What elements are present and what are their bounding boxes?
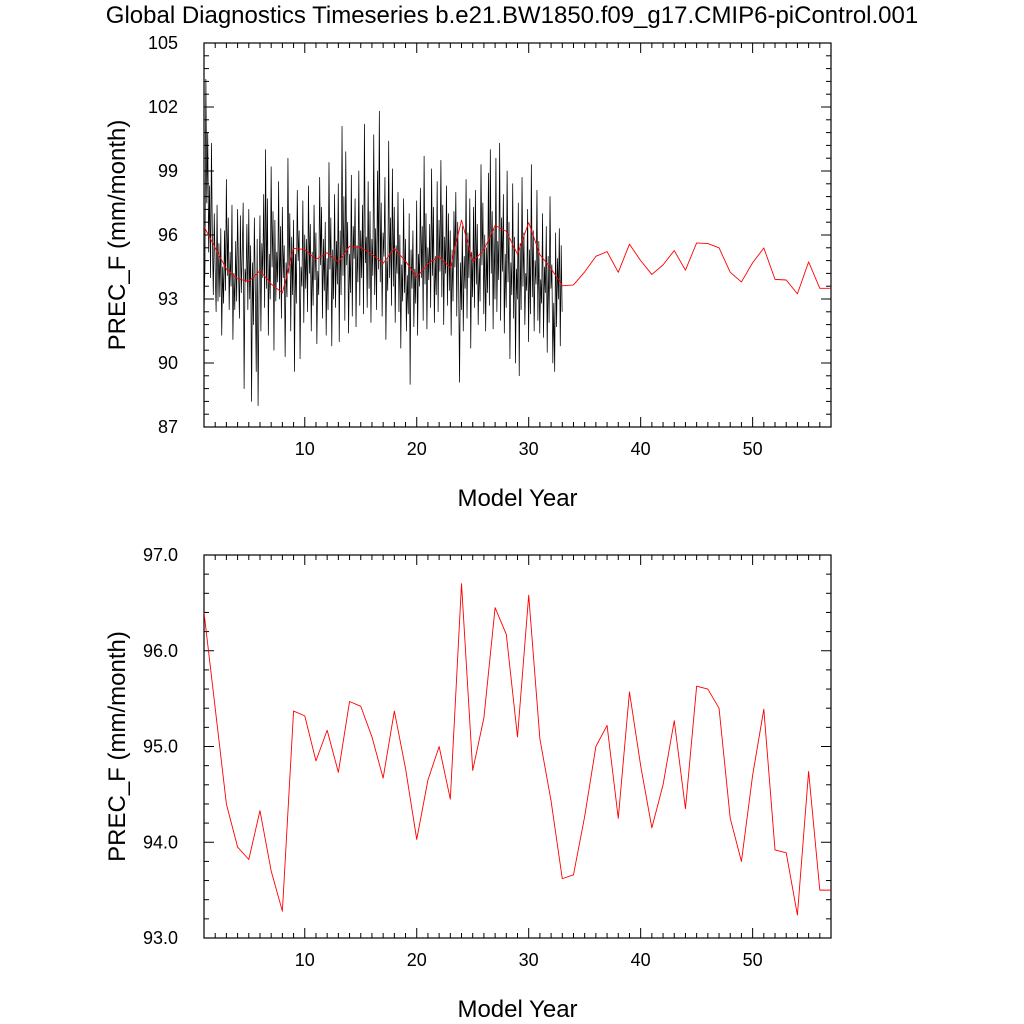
x-tick-label: 20	[407, 950, 427, 970]
y-tick-label: 93	[158, 289, 178, 309]
x-tick-label: 30	[519, 950, 539, 970]
y-tick-label: 96.0	[143, 641, 178, 661]
plot-frame	[203, 554, 832, 939]
y-tick-label: 97.0	[143, 545, 178, 565]
x-tick-label: 20	[407, 439, 427, 459]
x-tick-label: 30	[519, 439, 539, 459]
x-tick-label: 50	[743, 439, 763, 459]
y-axis-label: PREC_F (mm/month)	[104, 631, 131, 862]
series-line-annual	[204, 583, 831, 916]
y-tick-label: 93.0	[143, 928, 178, 948]
y-tick-label: 95.0	[143, 737, 178, 757]
series-line-monthly	[204, 78, 563, 407]
x-tick-label: 40	[631, 439, 651, 459]
x-axis-label: Model Year	[457, 996, 577, 1023]
series-group	[204, 583, 831, 916]
y-tick-label: 99	[158, 161, 178, 181]
top-panel: 10 20 30 40 50 87 90 93 96 99 102 105 Model Year PREC…	[104, 33, 832, 512]
y-tick-label: 90	[158, 353, 178, 373]
y-tick-label: 96	[158, 225, 178, 245]
x-tick-label: 50	[743, 950, 763, 970]
x-tick-label: 10	[295, 439, 315, 459]
x-tick-label: 40	[631, 950, 651, 970]
x-tick-label: 10	[295, 950, 315, 970]
y-axis-label: PREC_F (mm/month)	[104, 120, 131, 351]
series-line-annual	[204, 219, 831, 295]
y-tick-label: 87	[158, 417, 178, 437]
page-title: Global Diagnostics Timeseries b.e21.BW18…	[105, 2, 919, 29]
y-tick-label: 94.0	[143, 832, 178, 852]
y-tick-label: 105	[148, 33, 178, 53]
series-group	[204, 78, 831, 407]
bottom-panel: 10 20 30 40 50 93.0 94.0 95.0 96.0 97.0 Model Year…	[104, 545, 832, 1023]
y-tick-label: 102	[148, 97, 178, 117]
x-axis-label: Model Year	[457, 485, 577, 512]
